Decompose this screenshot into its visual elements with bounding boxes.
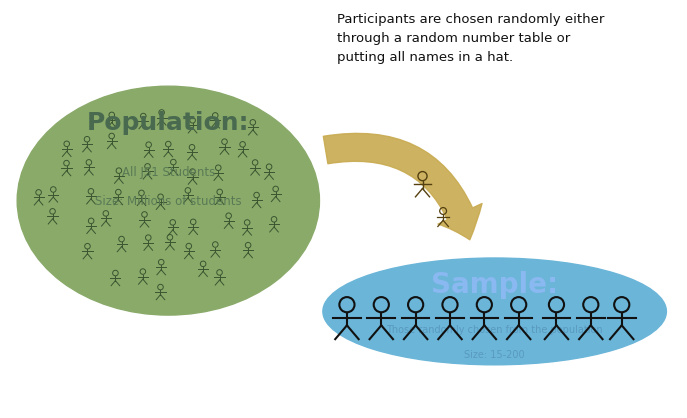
Text: Size: 15-200: Size: 15-200 bbox=[464, 350, 525, 360]
Text: Those randomly chosen from the population: Those randomly chosen from the populatio… bbox=[386, 325, 603, 335]
Text: Size: Millions of students: Size: Millions of students bbox=[95, 195, 242, 208]
Ellipse shape bbox=[17, 86, 319, 315]
Text: Population:: Population: bbox=[87, 111, 249, 135]
FancyArrowPatch shape bbox=[324, 133, 482, 240]
Text: All JS1 Students: All JS1 Students bbox=[122, 166, 215, 178]
Text: Participants are chosen randomly either
through a random number table or
putting: Participants are chosen randomly either … bbox=[337, 13, 604, 64]
Text: Sample:: Sample: bbox=[431, 270, 559, 298]
Ellipse shape bbox=[323, 258, 666, 365]
